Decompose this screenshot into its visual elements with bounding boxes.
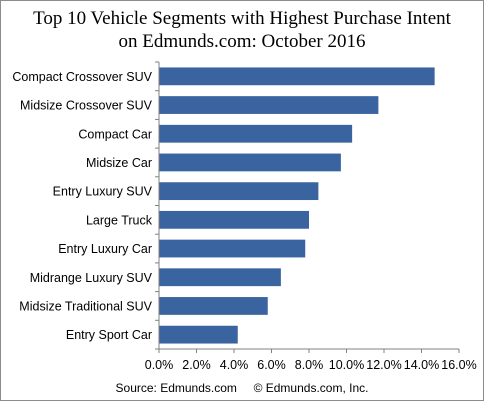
bar xyxy=(159,268,281,287)
x-tick-label: 10.0% xyxy=(329,358,364,372)
bar xyxy=(159,67,435,86)
chart-title: Top 10 Vehicle Segments with Highest Pur… xyxy=(1,7,483,53)
bar xyxy=(159,182,319,201)
x-tick-label: 16.0% xyxy=(441,358,476,372)
x-tick-label: 14.0% xyxy=(404,358,439,372)
category-label: Entry Sport Car xyxy=(66,328,152,342)
bar xyxy=(159,153,341,172)
x-tick-label: 0.0% xyxy=(145,358,174,372)
category-label: Midsize Car xyxy=(86,156,152,170)
bar xyxy=(159,210,309,229)
bar xyxy=(159,96,379,114)
chart-source: Source: Edmunds.com © Edmunds.com, Inc. xyxy=(115,381,369,395)
category-label: Entry Luxury SUV xyxy=(53,185,153,199)
category-label: Compact Car xyxy=(78,127,152,141)
category-label: Midsize Traditional SUV xyxy=(19,299,152,313)
category-label: Entry Luxury Car xyxy=(58,242,152,256)
x-tick-label: 8.0% xyxy=(295,358,324,372)
bar xyxy=(159,297,268,315)
category-label: Compact Crossover SUV xyxy=(12,70,152,84)
bar xyxy=(159,325,238,344)
chart-title-line-1: Top 10 Vehicle Segments with Highest Pur… xyxy=(33,8,451,29)
x-tick-label: 2.0% xyxy=(182,358,211,372)
bar xyxy=(159,239,306,258)
category-label: Large Truck xyxy=(86,213,153,227)
bar xyxy=(159,124,353,143)
chart-title-line-2: on Edmunds.com: October 2016 xyxy=(118,31,366,52)
category-label: Midrange Luxury SUV xyxy=(30,271,153,285)
category-label: Midsize Crossover SUV xyxy=(20,99,153,113)
x-tick-label: 4.0% xyxy=(220,358,249,372)
x-tick-label: 6.0% xyxy=(257,358,286,372)
x-tick-label: 12.0% xyxy=(366,358,401,372)
